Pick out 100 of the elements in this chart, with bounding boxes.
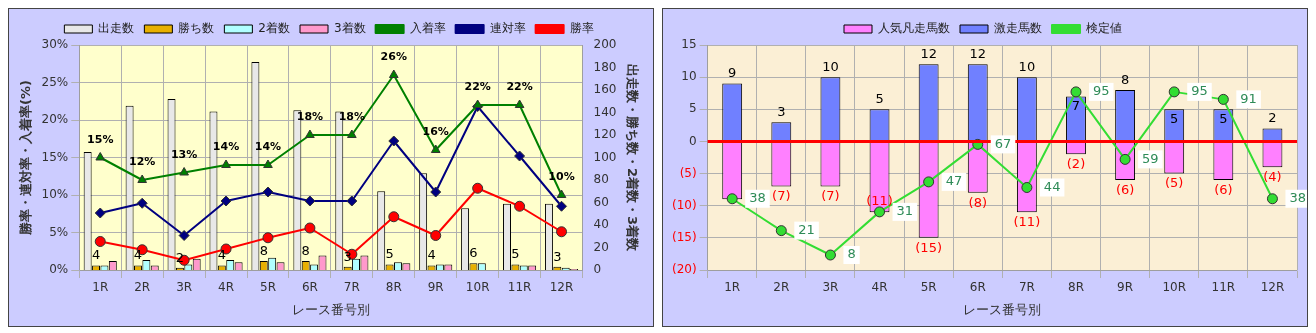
x-tick-label: 10R xyxy=(465,280,490,295)
legend-label: 連対率 xyxy=(489,21,526,36)
y2-tick-label: 100 xyxy=(593,149,617,164)
x-tick-label: 1R xyxy=(724,280,741,295)
y-tick-label: (5) xyxy=(679,165,697,180)
data-label: 2 xyxy=(1268,110,1277,126)
x-tick-label: 4R xyxy=(871,280,888,295)
y2-tick-label: 80 xyxy=(593,172,609,187)
legend-label: 2着数 xyxy=(258,21,291,36)
y-tick-label: (20) xyxy=(671,262,697,277)
data-label: 4 xyxy=(91,247,101,263)
x-tick-label: 5R xyxy=(259,280,276,295)
y2-tick-label: 120 xyxy=(593,127,617,142)
y2-tick-label: 60 xyxy=(593,194,609,209)
data-label: 18% xyxy=(296,110,324,124)
x-tick-label: 8R xyxy=(1068,280,1084,295)
data-label: 5 xyxy=(385,246,394,262)
legend-label: 出走数 xyxy=(98,21,135,36)
y-tick-label: (10) xyxy=(671,197,697,212)
y-tick-label: 30% xyxy=(41,37,69,52)
y2-axis-title: 出走数・勝ち数・2着数・3着数 xyxy=(624,63,640,253)
x-axis-title: レース番号別 xyxy=(291,301,370,317)
legend-label: 3着数 xyxy=(334,21,366,36)
y-tick-label: 0% xyxy=(49,262,69,277)
data-label: 14% xyxy=(254,140,282,154)
y-tick-label: 10 xyxy=(681,69,697,84)
data-label: 12 xyxy=(920,46,937,62)
legend-label: 入着率 xyxy=(409,21,446,36)
data-label: 8 xyxy=(301,242,310,258)
x-tick-label: 11R xyxy=(1211,280,1236,295)
x-tick-label: 6R xyxy=(301,280,318,295)
y2-tick-label: 200 xyxy=(593,37,617,52)
legend-label: 人気凡走馬数 xyxy=(878,21,950,36)
data-label: (7) xyxy=(772,188,791,204)
data-label: 10 xyxy=(822,59,839,75)
x-tick-label: 9R xyxy=(1117,280,1134,295)
y-tick-label: 0 xyxy=(688,133,697,148)
x-tick-label: 3R xyxy=(176,280,193,295)
x-tick-label: 11R xyxy=(507,280,532,295)
y-tick-label: 5% xyxy=(49,224,69,239)
data-label: (8) xyxy=(968,194,987,210)
y-tick-label: (15) xyxy=(671,229,697,244)
x-tick-label: 5R xyxy=(920,280,937,295)
data-label: 22% xyxy=(506,80,533,94)
y-tick-label: 5 xyxy=(688,101,697,116)
data-label: (6) xyxy=(1214,181,1233,197)
x-tick-label: 1R xyxy=(92,280,109,295)
data-label: 8 xyxy=(1120,71,1130,87)
data-label: 9 xyxy=(728,65,737,81)
data-label: 5 xyxy=(875,91,884,107)
x-tick-label: 7R xyxy=(1018,280,1035,295)
x-tick-label: 10R xyxy=(1162,280,1187,295)
legend-label: 勝ち数 xyxy=(178,21,215,36)
data-label: 67 xyxy=(994,135,1012,151)
data-label: 22% xyxy=(464,80,491,94)
y2-tick-label: 0 xyxy=(593,262,602,277)
y-tick-label: 10% xyxy=(41,187,69,202)
data-label: 91 xyxy=(1240,90,1257,106)
data-label: 4 xyxy=(217,247,226,263)
data-label: 3 xyxy=(553,248,562,264)
x-tick-label: 12R xyxy=(1260,280,1285,295)
data-label: 26% xyxy=(380,50,407,64)
legend-label: 勝率 xyxy=(569,21,594,36)
data-label: (5) xyxy=(1165,175,1184,191)
y2-tick-label: 40 xyxy=(593,217,609,232)
data-label: 4 xyxy=(133,247,143,263)
data-label: 59 xyxy=(1142,150,1159,166)
data-label: 8 xyxy=(847,246,856,262)
data-label: (7) xyxy=(821,188,840,204)
data-label: 5 xyxy=(511,246,520,262)
data-label: 5 xyxy=(1170,111,1179,127)
y-tick-label: 15% xyxy=(41,149,69,164)
x-axis-title: レース番号別 xyxy=(963,301,1042,317)
data-label: 31 xyxy=(896,203,914,219)
y2-tick-label: 180 xyxy=(593,59,617,74)
x-tick-label: 3R xyxy=(822,280,839,295)
data-label: 2 xyxy=(175,249,185,265)
data-label: 3 xyxy=(777,104,786,120)
data-label: 13% xyxy=(170,147,198,161)
data-label: 95 xyxy=(1191,83,1208,99)
data-label: (2) xyxy=(1066,156,1086,172)
legend-label: 検定値 xyxy=(1086,21,1122,36)
data-label: (15) xyxy=(915,239,942,255)
x-tick-label: 12R xyxy=(549,280,574,295)
y-axis-title: 勝率・連対率・入着率(%) xyxy=(18,80,34,236)
x-tick-label: 2R xyxy=(134,280,151,295)
x-tick-label: 6R xyxy=(969,280,986,295)
data-label: 15% xyxy=(87,132,114,146)
y-tick-label: 15 xyxy=(681,37,697,52)
y-tick-label: 25% xyxy=(41,74,69,89)
data-label: 21 xyxy=(798,222,815,237)
data-label: 47 xyxy=(945,173,963,189)
data-label: 38 xyxy=(749,190,766,206)
x-tick-label: 4R xyxy=(218,280,235,295)
x-tick-label: 7R xyxy=(343,280,360,295)
data-label: 12 xyxy=(969,46,987,62)
y2-tick-label: 160 xyxy=(593,82,617,97)
data-label: 6 xyxy=(469,245,478,261)
data-label: (11) xyxy=(866,193,893,209)
data-label: 14% xyxy=(212,140,240,154)
